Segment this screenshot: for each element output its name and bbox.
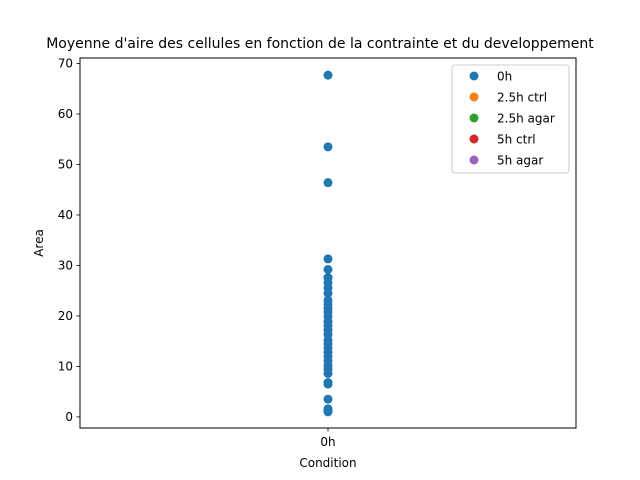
data-point [323, 254, 333, 264]
data-point [323, 407, 333, 417]
legend-frame [451, 64, 570, 174]
y-axis: 0 10 20 30 40 50 60 70 [58, 57, 80, 424]
y-tick-label: 10 [58, 359, 73, 373]
y-tick-label: 70 [58, 57, 73, 71]
y-tick-label: 20 [58, 309, 73, 323]
data-point [323, 70, 333, 80]
legend: 0h 2.5h ctrl 2.5h agar 5h ctrl 5h agar [451, 64, 570, 174]
chart-title: Moyenne d'aire des cellules en fonction … [46, 36, 594, 52]
data-point [323, 265, 333, 275]
x-axis-label: Condition [299, 456, 356, 470]
legend-label: 5h agar [497, 154, 543, 168]
y-axis-label: Area [32, 229, 46, 257]
y-tick-label: 40 [58, 208, 73, 222]
data-point [323, 288, 333, 298]
legend-label: 2.5h ctrl [497, 91, 547, 105]
data-point [323, 379, 333, 389]
legend-marker [469, 71, 479, 81]
legend-label: 2.5h agar [497, 112, 555, 126]
y-tick-label: 50 [58, 158, 73, 172]
x-tick-label: 0h [320, 435, 335, 449]
y-tick-label: 60 [58, 107, 73, 121]
legend-marker [469, 134, 479, 144]
y-tick-label: 30 [58, 258, 73, 272]
legend-marker [469, 92, 479, 102]
y-tick-label: 0 [65, 410, 73, 424]
x-axis: 0h [320, 428, 336, 449]
legend-label: 0h [497, 70, 512, 84]
legend-label: 5h ctrl [497, 133, 536, 147]
legend-marker [469, 113, 479, 123]
data-point [323, 178, 333, 188]
legend-marker [469, 155, 479, 165]
data-point [323, 394, 333, 404]
data-point [323, 142, 333, 152]
data-point [323, 368, 333, 378]
data-points [323, 70, 333, 417]
